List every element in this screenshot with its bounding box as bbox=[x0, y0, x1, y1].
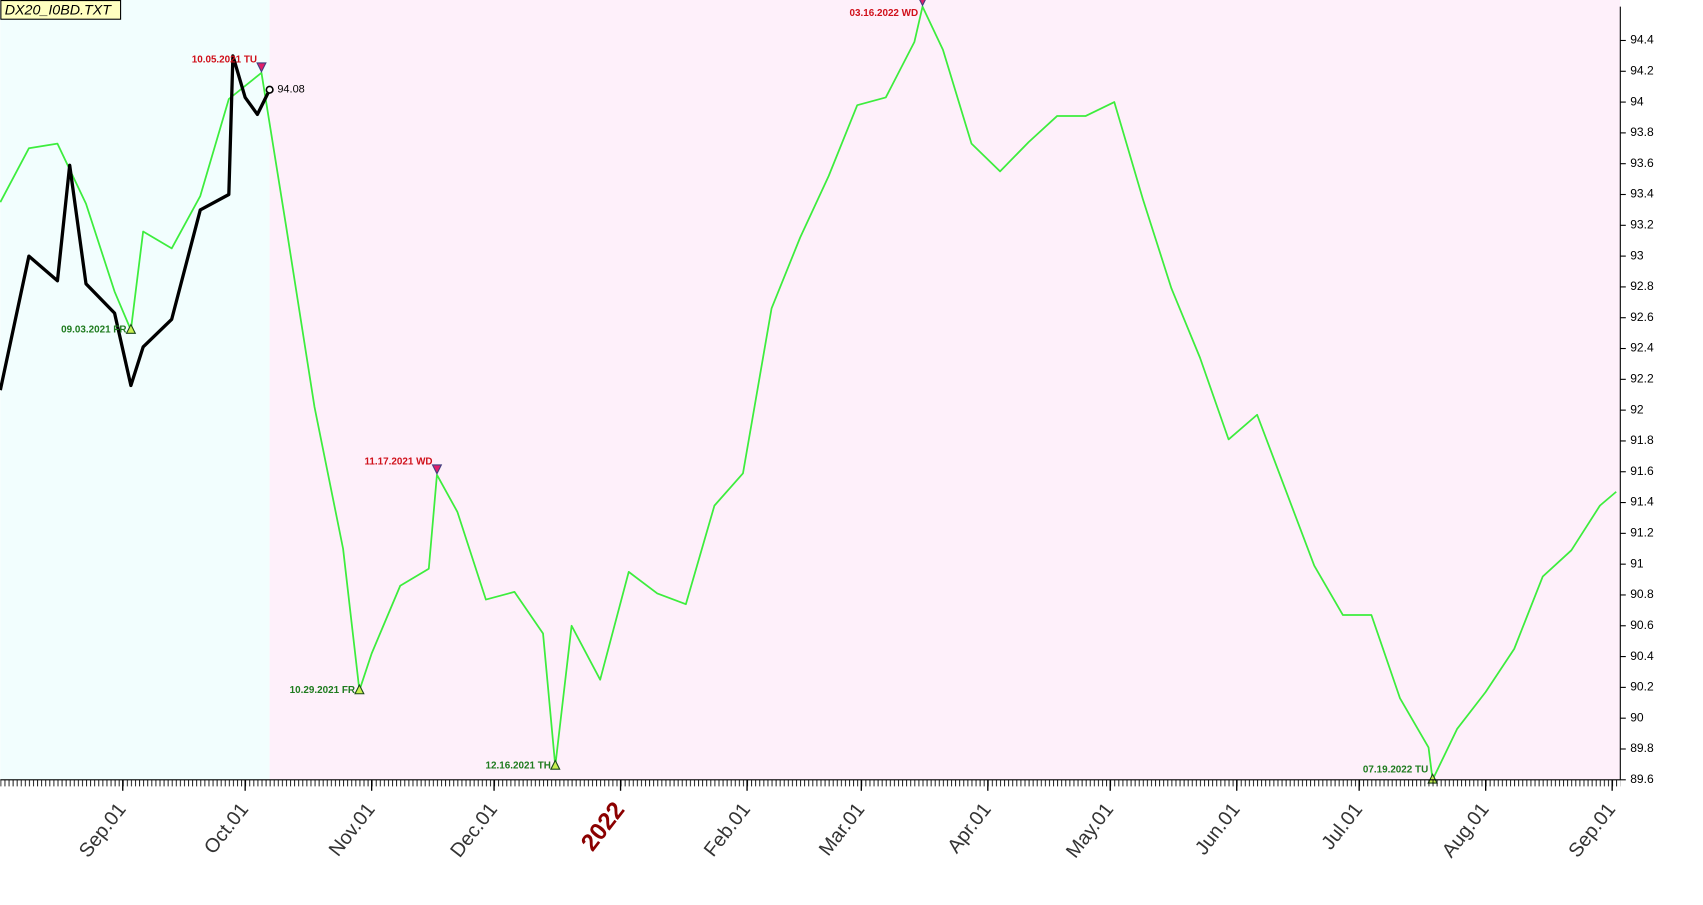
annotation-label: 10.29.2021 FR bbox=[290, 685, 355, 696]
peak-marker bbox=[256, 62, 267, 73]
y-tick-label: 90 bbox=[1630, 710, 1644, 724]
y-tick-label: 90.2 bbox=[1630, 680, 1654, 694]
trough-marker bbox=[125, 323, 137, 334]
y-tick-label: 93.8 bbox=[1630, 125, 1654, 139]
y-tick-label: 91.6 bbox=[1630, 464, 1654, 478]
x-tick-label: Mar.01 bbox=[815, 799, 870, 860]
x-tick-label: Oct.01 bbox=[200, 799, 253, 858]
peak-marker bbox=[919, 0, 926, 7]
x-tick-label: Aug.01 bbox=[1438, 799, 1494, 862]
background-region bbox=[269, 0, 1621, 780]
y-tick-label: 89.6 bbox=[1630, 772, 1654, 786]
background-regions bbox=[0, 0, 1621, 780]
y-tick-label: 91.2 bbox=[1630, 526, 1654, 540]
x-tick-label: 2022 bbox=[576, 797, 630, 856]
series-line bbox=[0, 5, 1617, 781]
series-lines: 94.08 bbox=[0, 5, 1617, 781]
x-tick-label: Jul.01 bbox=[1317, 799, 1367, 854]
annotation-label: 03.16.2022 WD bbox=[850, 8, 919, 19]
annotation-label: 09.03.2021 FR bbox=[61, 325, 126, 336]
y-tick-label: 91.8 bbox=[1630, 433, 1654, 447]
end-point bbox=[265, 85, 274, 94]
y-tick-label: 94 bbox=[1630, 94, 1644, 108]
y-tick-label: 92.6 bbox=[1630, 310, 1654, 324]
annotation-label: 11.17.2021 WD bbox=[364, 456, 432, 467]
y-tick-label: 93 bbox=[1630, 248, 1644, 262]
title-box bbox=[0, 0, 122, 20]
series-line bbox=[0, 54, 272, 391]
background-region bbox=[0, 0, 270, 780]
chart-title: DX20_I0BD.TXT bbox=[5, 3, 113, 19]
y-tick-label: 90.6 bbox=[1630, 618, 1654, 632]
y-tick-label: 93.4 bbox=[1630, 187, 1654, 201]
peak-marker bbox=[431, 464, 443, 475]
y-tick-label: 92.2 bbox=[1630, 372, 1654, 386]
x-tick-label: Feb.01 bbox=[700, 799, 755, 861]
y-tick-label: 92 bbox=[1630, 402, 1644, 416]
y-tick-label: 93.6 bbox=[1630, 156, 1654, 170]
x-tick-label: Sep.01 bbox=[75, 799, 131, 862]
annotation-label: 12.16.2021 TH bbox=[486, 761, 551, 772]
annotations: 09.03.2021 FR 10.05.2021 TU 10.29.2021 FR 1… bbox=[61, 0, 1438, 784]
annotation-label: 10.05.2021 TU bbox=[192, 54, 257, 65]
y-tick-label: 91 bbox=[1630, 556, 1644, 570]
x-tick-label: Apr.01 bbox=[943, 799, 995, 858]
x-tick-label: Dec.01 bbox=[446, 799, 502, 862]
x-tick-label: Sep.01 bbox=[1564, 799, 1620, 862]
y-tick-label: 94.2 bbox=[1630, 63, 1654, 77]
y-tick-label: 93.2 bbox=[1630, 217, 1654, 231]
annotation-label: 07.19.2022 TU bbox=[1363, 765, 1428, 776]
x-tick-label: May.01 bbox=[1062, 799, 1118, 862]
y-tick-label: 91.4 bbox=[1630, 495, 1654, 509]
x-tick-label: Nov.01 bbox=[325, 799, 380, 861]
end-value-label: 94.08 bbox=[277, 84, 304, 96]
y-tick-label: 94.4 bbox=[1630, 33, 1654, 47]
y-tick-label: 92.8 bbox=[1630, 279, 1654, 293]
y-tick-label: 90.4 bbox=[1630, 649, 1654, 663]
y-tick-label: 92.4 bbox=[1630, 341, 1654, 355]
y-tick-label: 90.8 bbox=[1630, 587, 1654, 601]
y-tick-label: 89.8 bbox=[1630, 741, 1654, 755]
day-tick-strip bbox=[0, 779, 1621, 788]
trough-marker bbox=[354, 683, 365, 695]
trough-marker bbox=[549, 759, 561, 770]
x-tick-label: Jun.01 bbox=[1191, 799, 1245, 859]
